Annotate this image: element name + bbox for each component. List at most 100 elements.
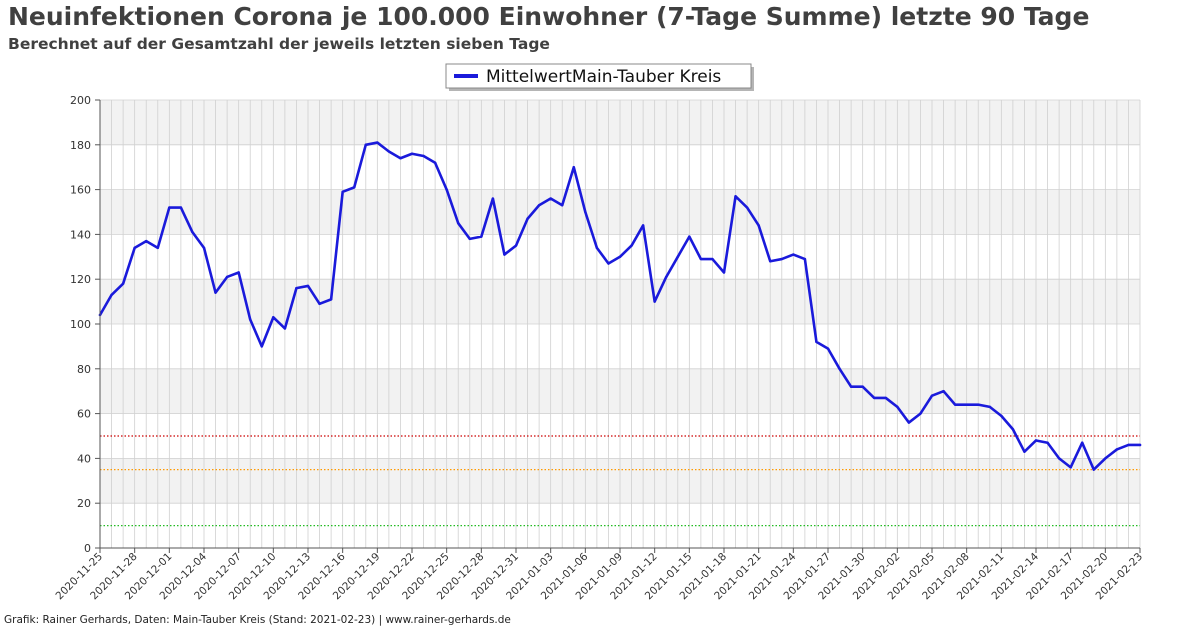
data-point (618, 255, 622, 258)
data-point (572, 166, 575, 169)
data-point (353, 186, 356, 189)
data-point (514, 244, 518, 247)
y-tick-label: 180 (70, 139, 91, 152)
data-point (965, 403, 968, 406)
data-point (1138, 443, 1142, 447)
data-point (722, 271, 726, 274)
data-point (769, 260, 772, 263)
data-point (873, 396, 876, 400)
series-layer (98, 141, 1142, 471)
data-point (341, 190, 344, 194)
data-point (168, 206, 171, 209)
legend-box (445, 63, 752, 89)
data-point (595, 246, 599, 250)
data-point (283, 327, 287, 330)
data-point (907, 421, 911, 424)
data-point (422, 154, 425, 158)
data-point (237, 271, 240, 274)
footer-credit: Grafik: Rainer Gerhards, Daten: Main-Tau… (4, 614, 511, 626)
data-point (1081, 441, 1084, 444)
data-point (792, 253, 795, 256)
y-tick-label: 120 (70, 273, 91, 286)
data-point (260, 345, 263, 348)
data-point (953, 403, 957, 406)
y-tick-label: 40 (77, 452, 91, 465)
data-point (1011, 428, 1015, 431)
data-point (364, 143, 367, 146)
data-point (202, 246, 206, 250)
data-point (225, 275, 229, 279)
axes (95, 99, 1141, 553)
data-point (988, 405, 991, 409)
chart-title: Neuinfektionen Corona je 100.000 Einwohn… (8, 2, 1090, 31)
y-tick-label: 80 (77, 363, 91, 376)
legend: MittelwertMain-Tauber Kreis (445, 63, 754, 91)
data-point (121, 282, 125, 285)
data-point (433, 161, 437, 164)
data-point (1046, 441, 1049, 444)
data-point (699, 257, 703, 261)
y-tick-label: 200 (70, 94, 91, 107)
data-point (318, 302, 321, 306)
data-point (849, 385, 853, 388)
data-point (457, 222, 460, 225)
data-point (468, 237, 471, 241)
data-point (1127, 443, 1130, 447)
data-point (191, 230, 194, 234)
data-point (653, 300, 656, 303)
data-point (295, 286, 298, 290)
data-point (214, 291, 217, 294)
data-point (930, 394, 934, 397)
y-tick-label: 60 (77, 408, 91, 421)
y-tick-label: 100 (70, 318, 91, 331)
y-tick-label: 0 (84, 542, 91, 555)
data-point (584, 210, 587, 214)
data-point (445, 188, 448, 191)
y-tick-label: 20 (77, 497, 91, 510)
data-point (537, 204, 541, 207)
data-point (549, 197, 552, 200)
data-point (630, 244, 633, 247)
data-point (711, 257, 714, 261)
data-point (249, 318, 252, 321)
data-point (503, 253, 506, 256)
data-point (491, 197, 495, 200)
data-point (665, 275, 668, 279)
data-point (376, 141, 379, 144)
data-point (780, 257, 783, 261)
data-point (1000, 414, 1003, 418)
data-point (757, 224, 760, 227)
data-point (480, 235, 483, 238)
data-point (272, 316, 275, 319)
data-point (1092, 468, 1095, 471)
data-point (526, 217, 529, 220)
data-point (306, 284, 310, 288)
data-point (1104, 457, 1107, 460)
data-point (410, 152, 414, 155)
data-point (815, 340, 818, 344)
data-point (133, 246, 136, 250)
data-point (179, 206, 183, 209)
data-point (688, 235, 691, 238)
data-point (110, 293, 113, 297)
data-point (1057, 457, 1061, 460)
data-point (1069, 466, 1072, 469)
data-point (826, 347, 830, 350)
data-point (399, 157, 402, 160)
chart-subtitle: Berechnet auf der Gesamtzahl der jeweils… (8, 35, 550, 53)
data-point (745, 206, 749, 209)
data-point (838, 367, 841, 370)
data-point (561, 204, 564, 207)
data-point (607, 262, 610, 265)
data-point (734, 195, 737, 198)
data-point (884, 396, 887, 400)
data-point (1034, 439, 1038, 442)
y-tick-label: 140 (70, 228, 91, 241)
data-point (676, 255, 679, 258)
data-point (387, 150, 391, 153)
data-point (156, 246, 159, 250)
x-tick-labels: 2020-11-252020-11-282020-12-012020-12-04… (53, 550, 1145, 602)
data-point (145, 239, 148, 243)
data-point (1023, 450, 1026, 453)
